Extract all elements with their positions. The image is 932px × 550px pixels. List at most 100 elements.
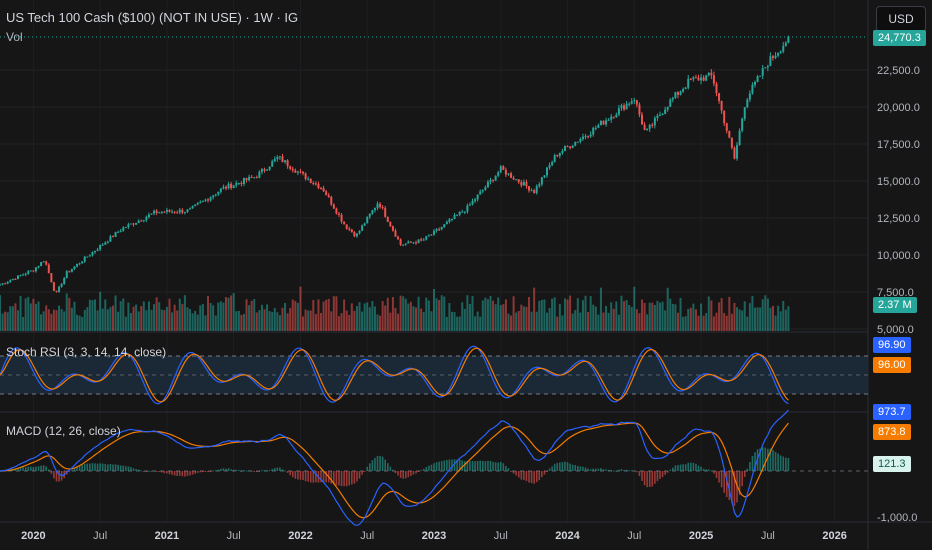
candle-body <box>147 214 150 218</box>
grid-lines <box>0 0 868 522</box>
macd-hist-bar <box>173 471 176 476</box>
volume-bar <box>728 296 731 331</box>
candle-body <box>779 51 782 53</box>
volume-bar <box>207 296 210 331</box>
candle-body <box>466 205 469 212</box>
macd-hist-bar <box>610 469 612 471</box>
time-axis[interactable]: 2020 Jul 2021 Jul 2022 Jul 2023 Jul 2024 Jul 2025 J… <box>21 530 847 542</box>
macd-hist-bar <box>741 471 743 487</box>
volume-bar <box>715 312 718 331</box>
volume-bar <box>399 295 402 331</box>
volume-bar <box>625 300 628 331</box>
macd-hist-bar <box>68 471 71 473</box>
candle-body <box>235 183 238 186</box>
candle-body <box>145 217 148 221</box>
volume-label[interactable]: Vol <box>6 30 23 44</box>
candle-body <box>548 165 551 168</box>
candle-body <box>471 200 474 205</box>
candle-body <box>754 81 757 85</box>
candle-body <box>286 160 289 167</box>
candle-body <box>784 42 787 46</box>
macd-hist-bar <box>510 471 512 472</box>
volume-bar <box>533 287 536 331</box>
candle-body <box>551 162 554 166</box>
volume-bar <box>129 312 132 331</box>
macd-hist-bar <box>582 466 584 471</box>
macd-hist-bar <box>710 470 713 472</box>
candle-body <box>581 136 584 140</box>
candle-body <box>504 169 507 175</box>
volume-bar <box>507 313 510 331</box>
volume-bar <box>281 307 284 331</box>
macd-hist-bar <box>53 471 55 479</box>
currency-button[interactable]: USD <box>876 6 926 32</box>
candle-body <box>83 256 86 262</box>
stoch-rsi-label[interactable]: Stoch RSI (3, 3, 14, 14, close) <box>6 345 167 359</box>
volume-bar <box>656 300 659 331</box>
macd-hist-bar <box>597 468 600 471</box>
candle-body <box>638 104 641 115</box>
volume-bar <box>420 308 423 331</box>
macd-hist-bar <box>307 471 309 482</box>
candle-body <box>32 270 35 272</box>
macd-hist-bar <box>376 455 379 471</box>
volume-bar <box>381 301 384 331</box>
volume-bar <box>779 311 782 331</box>
volume-bar <box>687 308 690 331</box>
macd-hist-bar <box>731 471 733 504</box>
macd-hist-bar <box>250 470 253 472</box>
candle-body <box>88 255 91 257</box>
candle-body <box>517 179 520 183</box>
candle-body <box>119 230 122 232</box>
macd-hist-bar <box>469 461 471 471</box>
candle-body <box>656 115 659 118</box>
volume-bar <box>515 312 518 331</box>
candle-body <box>589 134 592 137</box>
candle-body <box>499 166 502 173</box>
candle-body <box>599 120 602 126</box>
macd-hist-bar <box>268 470 271 472</box>
volume-bar <box>217 302 220 331</box>
macd-hist-bar <box>746 468 749 471</box>
macd-hist-bar <box>682 464 684 471</box>
macd-hist-bar <box>512 471 515 474</box>
macd-hist-bar <box>743 471 746 477</box>
volume-bar <box>14 303 17 331</box>
volume-bar <box>101 308 104 331</box>
macd-hist-bar <box>361 471 363 475</box>
volume-bar <box>782 301 785 331</box>
macd-hist-bar <box>204 471 207 472</box>
macd-hist-bar <box>163 471 166 474</box>
symbol-title[interactable]: US Tech 100 Cash ($100) (NOT IN USE) · 1… <box>6 10 299 25</box>
macd-hist-bar <box>672 467 674 471</box>
volume-bar <box>481 300 484 331</box>
candle-body <box>707 72 710 76</box>
volume-bar <box>630 306 633 331</box>
candle-body <box>535 186 538 194</box>
candle-body <box>474 199 477 201</box>
volume-bar <box>258 310 261 331</box>
volume-bar <box>260 304 263 331</box>
macd-hist-bar <box>343 471 345 487</box>
macd-label[interactable]: MACD (12, 26, close) <box>6 424 121 438</box>
macd-hist-bar <box>602 469 605 471</box>
candle-body <box>607 119 610 121</box>
macd-hist-bar <box>787 457 790 471</box>
price-tick-label: 15,000.0 <box>877 176 920 188</box>
candle-body <box>345 224 348 229</box>
candle-body <box>764 67 767 69</box>
volume-bar <box>492 300 495 331</box>
time-tick-label: 2023 <box>422 530 446 542</box>
macd-hist-bar <box>176 471 178 477</box>
volume-bar <box>330 311 333 331</box>
macd-hist-bar <box>564 461 566 471</box>
macd-hist-bar <box>725 471 728 498</box>
volume-bar <box>320 312 323 331</box>
volume-bar <box>201 304 204 331</box>
macd-hist-bar <box>404 471 407 479</box>
candle-body <box>653 117 656 126</box>
volume-bar <box>266 304 269 331</box>
candle-body <box>592 127 595 135</box>
macd-hist-bar <box>779 455 782 471</box>
